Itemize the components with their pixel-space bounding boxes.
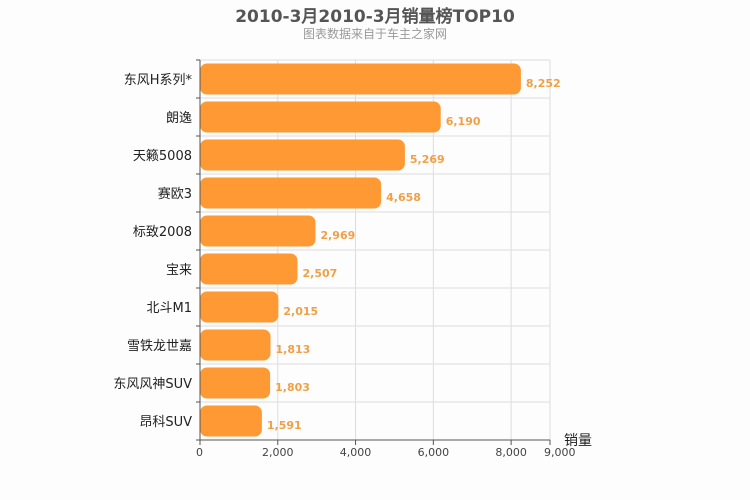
value-label: 2,015 [283,305,318,318]
category-label: 北斗M1 [147,301,193,316]
category-label: 东风风神SUV [113,377,192,392]
value-label: 8,252 [526,77,561,90]
x-axis-unit-label: 销量 [564,433,592,449]
chart-title: 2010-3月2010-3月销量榜TOP10 [235,6,515,27]
x-tick-label: 6,000 [418,446,450,459]
value-label: 5,269 [410,153,445,166]
category-label: 宝来 [166,263,192,278]
x-tick-label: 0 [196,446,203,459]
bar [200,405,262,437]
bar [200,367,271,399]
label-layer: 东风H系列* 8,252 朗逸 6,190 天籁5008 5,269 赛欧3 4,658 标致2… [113,73,560,432]
value-label: 4,658 [386,191,421,204]
bar [200,177,382,209]
category-label: 天籁5008 [133,149,192,164]
x-tick-label: 8,000 [495,446,527,459]
axis-layer: 0 2,000 4,000 6,000 8,000 9,000 [196,59,576,459]
value-label: 2,507 [302,267,337,280]
x-tick-label: 9,000 [544,446,576,459]
x-tick-label: 2,000 [262,446,294,459]
x-tick-label: 4,000 [340,446,372,459]
category-label: 昂科SUV [139,415,192,430]
chart-subtitle: 图表数据来自于车主之家网 [303,26,447,41]
value-label: 1,803 [275,381,310,394]
bar [200,253,298,285]
bar-layer [200,63,521,437]
category-label: 东风H系列* [124,73,193,88]
bar [200,329,271,361]
value-label: 6,190 [446,115,481,128]
bar [200,291,279,323]
bar [200,63,521,95]
category-label: 赛欧3 [158,186,192,202]
bar [200,101,441,133]
value-label: 1,813 [276,343,311,356]
category-label: 标致2008 [133,225,192,240]
bar [200,215,316,247]
value-label: 2,969 [320,229,355,242]
value-label: 1,591 [267,419,302,432]
category-label: 雪铁龙世嘉 [127,339,192,354]
bar [200,139,405,171]
grid-layer [200,59,551,441]
category-label: 朗逸 [166,111,192,126]
